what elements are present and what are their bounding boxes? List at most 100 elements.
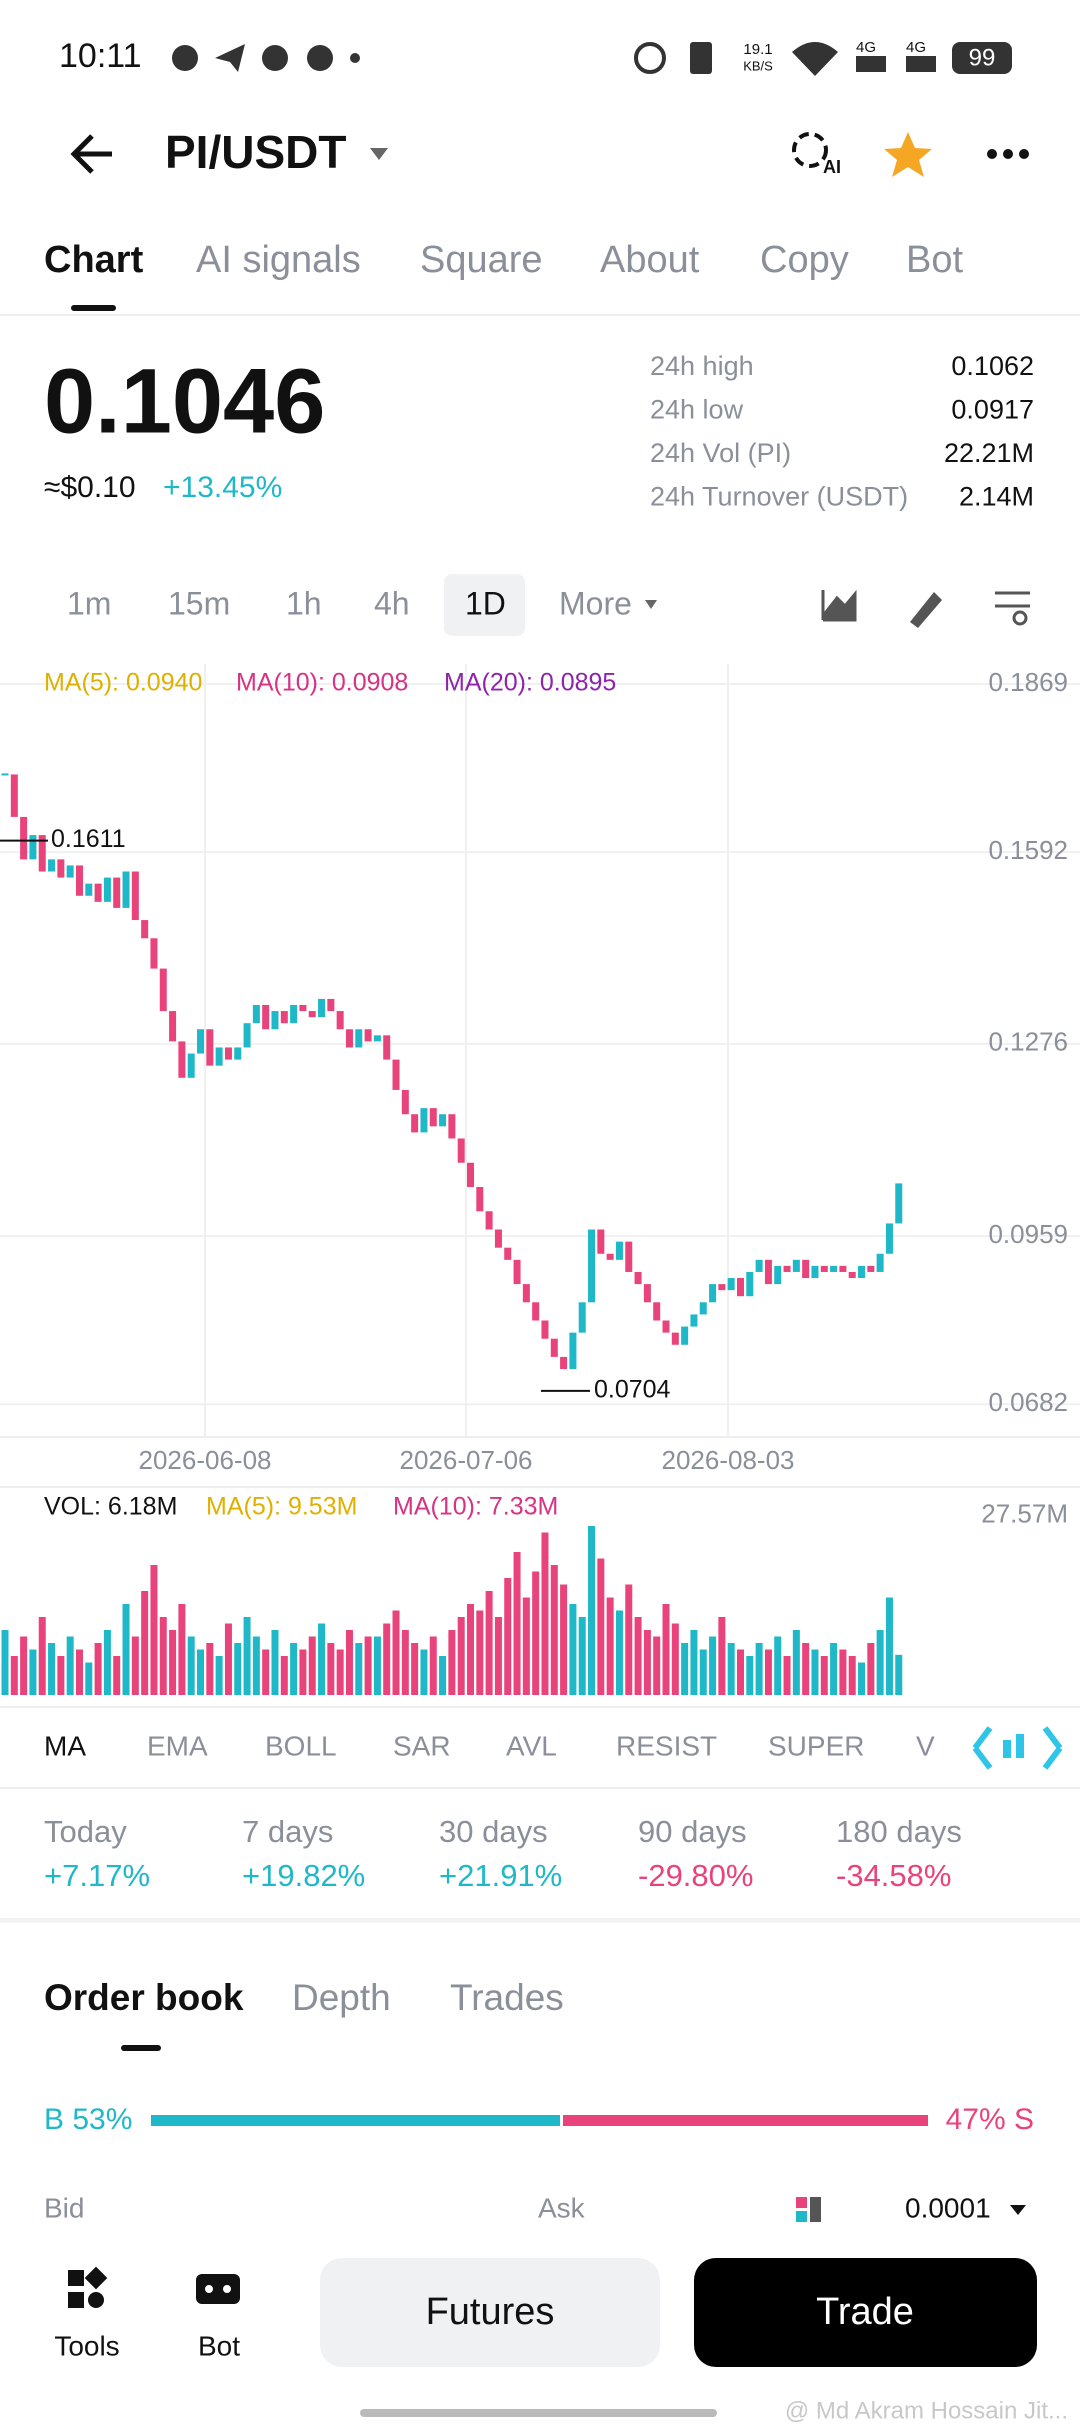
volume-bar: [131, 1636, 139, 1695]
volume-bar: [75, 1649, 83, 1695]
y-tick-label: 0.1276: [988, 1027, 1068, 1057]
interval[interactable]: 4h: [374, 585, 410, 621]
indicator-tab[interactable]: V: [916, 1730, 935, 1761]
trade-label[interactable]: Trade: [816, 2291, 914, 2333]
volume-bar: [513, 1552, 521, 1695]
volume-bar: [839, 1649, 847, 1695]
alarm-icon: [634, 42, 666, 74]
candle: [643, 1284, 651, 1303]
candle: [848, 1271, 856, 1279]
candle: [243, 1023, 251, 1048]
candle: [550, 1338, 558, 1357]
tools-icon[interactable]: [68, 2266, 108, 2308]
volume-bar: [215, 1656, 223, 1695]
tab[interactable]: About: [600, 239, 700, 281]
chart-type-icon[interactable]: [821, 589, 857, 622]
indicator-settings[interactable]: [1016, 1734, 1024, 1758]
x-tick-label: 2026-06-08: [139, 1445, 272, 1475]
pair-dropdown[interactable]: [370, 148, 388, 160]
interval[interactable]: 1D: [465, 585, 506, 621]
settings-icon[interactable]: [995, 591, 1030, 626]
tab[interactable]: AI signals: [196, 239, 361, 281]
indicator-tab[interactable]: AVL: [506, 1730, 557, 1761]
candle: [271, 1011, 279, 1030]
bot-icon: [223, 2285, 231, 2293]
candle: [20, 816, 28, 860]
home-indicator: [360, 2409, 717, 2417]
layout-icon[interactable]: [796, 2197, 821, 2222]
battery-level: 99: [969, 44, 996, 71]
volume-bar: [522, 1597, 530, 1695]
volume-bar: [830, 1643, 838, 1695]
tab[interactable]: Bot: [906, 239, 963, 281]
volume-bar: [206, 1643, 214, 1695]
volume-bar: [252, 1636, 260, 1695]
futures-label[interactable]: Futures: [426, 2291, 555, 2333]
battery: [952, 42, 1012, 74]
candle: [802, 1259, 810, 1279]
volume-bar: [588, 1526, 596, 1695]
draw-icon[interactable]: [910, 592, 942, 628]
interval[interactable]: More: [559, 585, 632, 621]
volume-bar: [560, 1584, 568, 1695]
trade-button[interactable]: [694, 2258, 1037, 2367]
last-price: 0.1046: [44, 350, 325, 452]
candle: [681, 1326, 689, 1345]
candle: [792, 1259, 800, 1272]
back-button[interactable]: [70, 134, 112, 174]
volume-bar: [392, 1610, 400, 1695]
interval[interactable]: 1m: [67, 585, 111, 621]
interval-selected: [444, 574, 525, 636]
ai-icon[interactable]: [792, 132, 828, 168]
tools-label[interactable]: Tools: [54, 2330, 119, 2361]
indicator-settings[interactable]: [1003, 1740, 1011, 1758]
indicator-tab[interactable]: RESIST: [616, 1730, 717, 1761]
stat-value: 22.21M: [944, 438, 1034, 468]
futures-button[interactable]: [320, 2258, 660, 2367]
interval[interactable]: 15m: [168, 585, 230, 621]
volume-bar: [858, 1662, 866, 1695]
volume-bar: [439, 1656, 447, 1695]
period-change: -29.80%: [638, 1858, 753, 1893]
volume-bar: [532, 1571, 540, 1695]
bot-label[interactable]: Bot: [198, 2330, 240, 2361]
status-icon: [307, 45, 333, 71]
precision-dropdown[interactable]: [1010, 2205, 1026, 2215]
candle: [262, 1004, 270, 1030]
more-menu[interactable]: [987, 149, 1029, 159]
pair-title[interactable]: PI/USDT: [165, 126, 346, 178]
indicator-tab[interactable]: SAR: [393, 1730, 451, 1761]
candle: [560, 1356, 568, 1370]
orderbook-tab[interactable]: Trades: [450, 1977, 564, 2018]
volume-bar: [634, 1617, 642, 1695]
volume-bar: [783, 1656, 791, 1695]
orderbook-tab[interactable]: Order book: [44, 1977, 244, 2018]
candle: [401, 1089, 409, 1115]
precision[interactable]: 0.0001: [905, 2192, 991, 2223]
candle: [103, 877, 111, 902]
indicator-tab[interactable]: MA: [44, 1730, 86, 1761]
candle: [234, 1047, 242, 1060]
ai-badge: AI: [823, 157, 841, 177]
vol-label: VOL: 6.18M: [44, 1493, 177, 1521]
tab[interactable]: Square: [420, 239, 543, 281]
candle: [224, 1047, 232, 1060]
indicator-tab[interactable]: BOLL: [265, 1730, 337, 1761]
bot-icon[interactable]: [196, 2274, 240, 2304]
volume-bar: [94, 1643, 102, 1695]
indicator-tab[interactable]: SUPER: [768, 1730, 864, 1761]
tab[interactable]: Chart: [44, 239, 144, 281]
interval[interactable]: 1h: [286, 585, 322, 621]
stat-label: 24h Turnover (USDT): [650, 482, 908, 512]
candle: [197, 1029, 205, 1054]
indicator-settings[interactable]: [972, 1726, 1063, 1770]
candle: [345, 1029, 353, 1048]
candle: [327, 998, 335, 1012]
orderbook-tab[interactable]: Depth: [292, 1977, 391, 2018]
indicator-tab[interactable]: EMA: [147, 1730, 208, 1761]
tab[interactable]: Copy: [760, 239, 849, 281]
candle: [280, 1011, 288, 1024]
more-dropdown[interactable]: [645, 600, 657, 609]
favorite-star[interactable]: [884, 132, 932, 177]
period-label: 30 days: [439, 1814, 548, 1849]
